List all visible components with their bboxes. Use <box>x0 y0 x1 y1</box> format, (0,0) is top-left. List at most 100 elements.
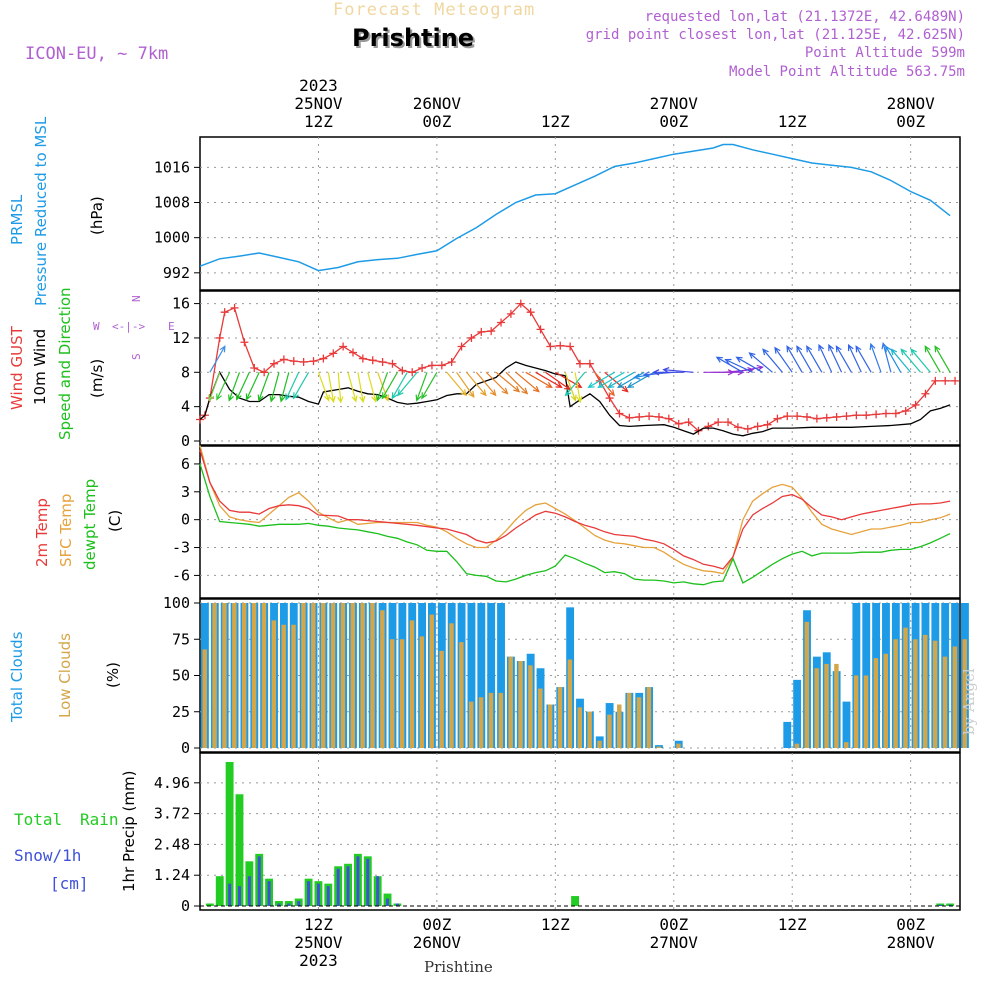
low-cloud-bar <box>311 603 316 748</box>
low-cloud-bar <box>883 653 888 748</box>
low-cloud-bar <box>261 603 267 748</box>
gust-marker <box>309 357 318 366</box>
wind-direction-arrow <box>505 371 529 395</box>
low-cloud-bar <box>597 740 602 748</box>
compass-south: S <box>130 353 143 360</box>
gust-marker <box>220 308 229 317</box>
wind-direction-arrow <box>415 372 428 402</box>
snow-bar <box>366 858 370 906</box>
wind-direction-arrow <box>662 366 694 374</box>
gust-marker <box>783 412 792 421</box>
gust-marker <box>526 308 535 317</box>
gust-marker <box>497 318 506 327</box>
requested-location: requested lon,lat (21.1372E, 42.6489N) <box>644 9 965 25</box>
low-cloud-bar <box>291 624 296 748</box>
low-cloud-bar <box>636 697 642 748</box>
gust-marker <box>230 303 239 312</box>
gust-marker <box>684 418 693 427</box>
gust-marker <box>487 327 496 336</box>
gust-marker <box>773 414 782 423</box>
low-cloud-bar <box>518 661 523 748</box>
wind-direction-arrow <box>446 371 467 397</box>
pressure-line <box>199 143 951 272</box>
gust-marker <box>319 354 328 363</box>
total-cloud-bar <box>793 679 802 748</box>
wind-direction-arrow <box>421 371 438 400</box>
low-cloud-bar <box>439 650 444 748</box>
low-cloud-bar <box>212 603 217 748</box>
wind-ytick-label: 4 <box>181 398 190 416</box>
wind-direction-arrow <box>724 358 753 373</box>
low-cloud-bar <box>202 649 207 748</box>
gust-marker <box>516 299 525 308</box>
wind-ytick-label: 0 <box>181 432 190 450</box>
time-label-top: 26NOV <box>413 94 462 113</box>
low-cloud-bar <box>656 746 661 748</box>
snow-bar <box>336 868 340 906</box>
wind-direction-arrow <box>900 348 921 373</box>
wind-direction-arrow <box>391 371 408 400</box>
wind-direction-arrow <box>228 372 241 402</box>
precip-ytick-label: 2.48 <box>154 835 190 853</box>
wind-direction-arrow <box>597 371 625 388</box>
low-cloud-bar <box>942 656 948 748</box>
gust-marker <box>408 368 417 377</box>
wind-gust-label: Wind GUST <box>8 326 26 410</box>
wind-direction-arrow <box>466 371 487 397</box>
temp-ytick-label: -6 <box>172 566 190 584</box>
precip-rain-label: Rain <box>80 810 119 829</box>
total-cloud-bar <box>783 721 792 748</box>
pressure-label-prmsl: PRMSL <box>8 194 26 245</box>
snow-bar <box>267 881 271 906</box>
panels-layer: 9921000100810160481216-6-303602550751000… <box>154 76 969 970</box>
pressure-frame <box>199 136 961 291</box>
rain-bar <box>235 794 244 906</box>
pressure-label-msl: Pressure Reduced to MSL <box>32 116 50 306</box>
wind-direction-arrow <box>269 372 280 403</box>
wind-direction-arrow <box>835 345 852 373</box>
clouds-ytick-label: 25 <box>172 703 190 721</box>
time-label-top: 00Z <box>422 112 451 131</box>
wind-direction-arrow <box>885 345 902 373</box>
wind-direction-arrow <box>456 371 475 398</box>
wind-direction-arrow <box>367 372 378 403</box>
low-cloud-bar <box>962 639 967 748</box>
gust-marker <box>250 364 259 372</box>
clouds-ytick-label: 75 <box>172 630 190 648</box>
gust-marker <box>891 409 900 418</box>
low-cloud-bar <box>301 603 306 748</box>
low-cloud-bar <box>607 714 612 748</box>
low-cloud-bar <box>320 603 326 748</box>
time-label-bottom: 25NOV <box>294 933 343 952</box>
low-cloud-bar <box>350 603 355 748</box>
low-cloud-bar <box>429 614 434 748</box>
clouds-ytick-label: 50 <box>172 667 190 685</box>
low-cloud-bar <box>676 743 681 748</box>
wind-direction-arrow <box>847 343 862 373</box>
gust-marker <box>664 414 673 423</box>
compass-west: W <box>93 320 100 333</box>
snow-bar <box>948 904 952 906</box>
low-cloud-bar <box>952 646 958 748</box>
gust-marker <box>467 333 476 342</box>
page-title: Prishtine <box>352 24 475 52</box>
t2m-line <box>199 449 951 570</box>
low-cloud-bar <box>804 621 810 748</box>
low-cloud-bar <box>557 687 563 748</box>
cloud-total-label: Total Clouds <box>8 631 26 722</box>
wind-ytick-label: 16 <box>172 295 190 313</box>
gust-marker <box>793 412 802 421</box>
wind-direction-arrow <box>396 371 418 397</box>
wind-direction-arrow <box>748 352 773 373</box>
time-label-top: 12Z <box>778 112 807 131</box>
cloud-unit: (%) <box>104 662 122 688</box>
compass-north: N <box>130 295 143 302</box>
wind-10m-label: 10m Wind <box>31 328 49 405</box>
wind-direction-arrow <box>828 343 843 373</box>
model-altitude: Model Point Altitude 563.75m <box>728 64 965 80</box>
snow-bar <box>228 883 232 906</box>
wind-direction-arrow <box>515 371 540 393</box>
rain-bar <box>936 903 945 906</box>
wind-direction-arrow <box>607 371 635 388</box>
time-label-bottom: 12Z <box>304 915 333 934</box>
